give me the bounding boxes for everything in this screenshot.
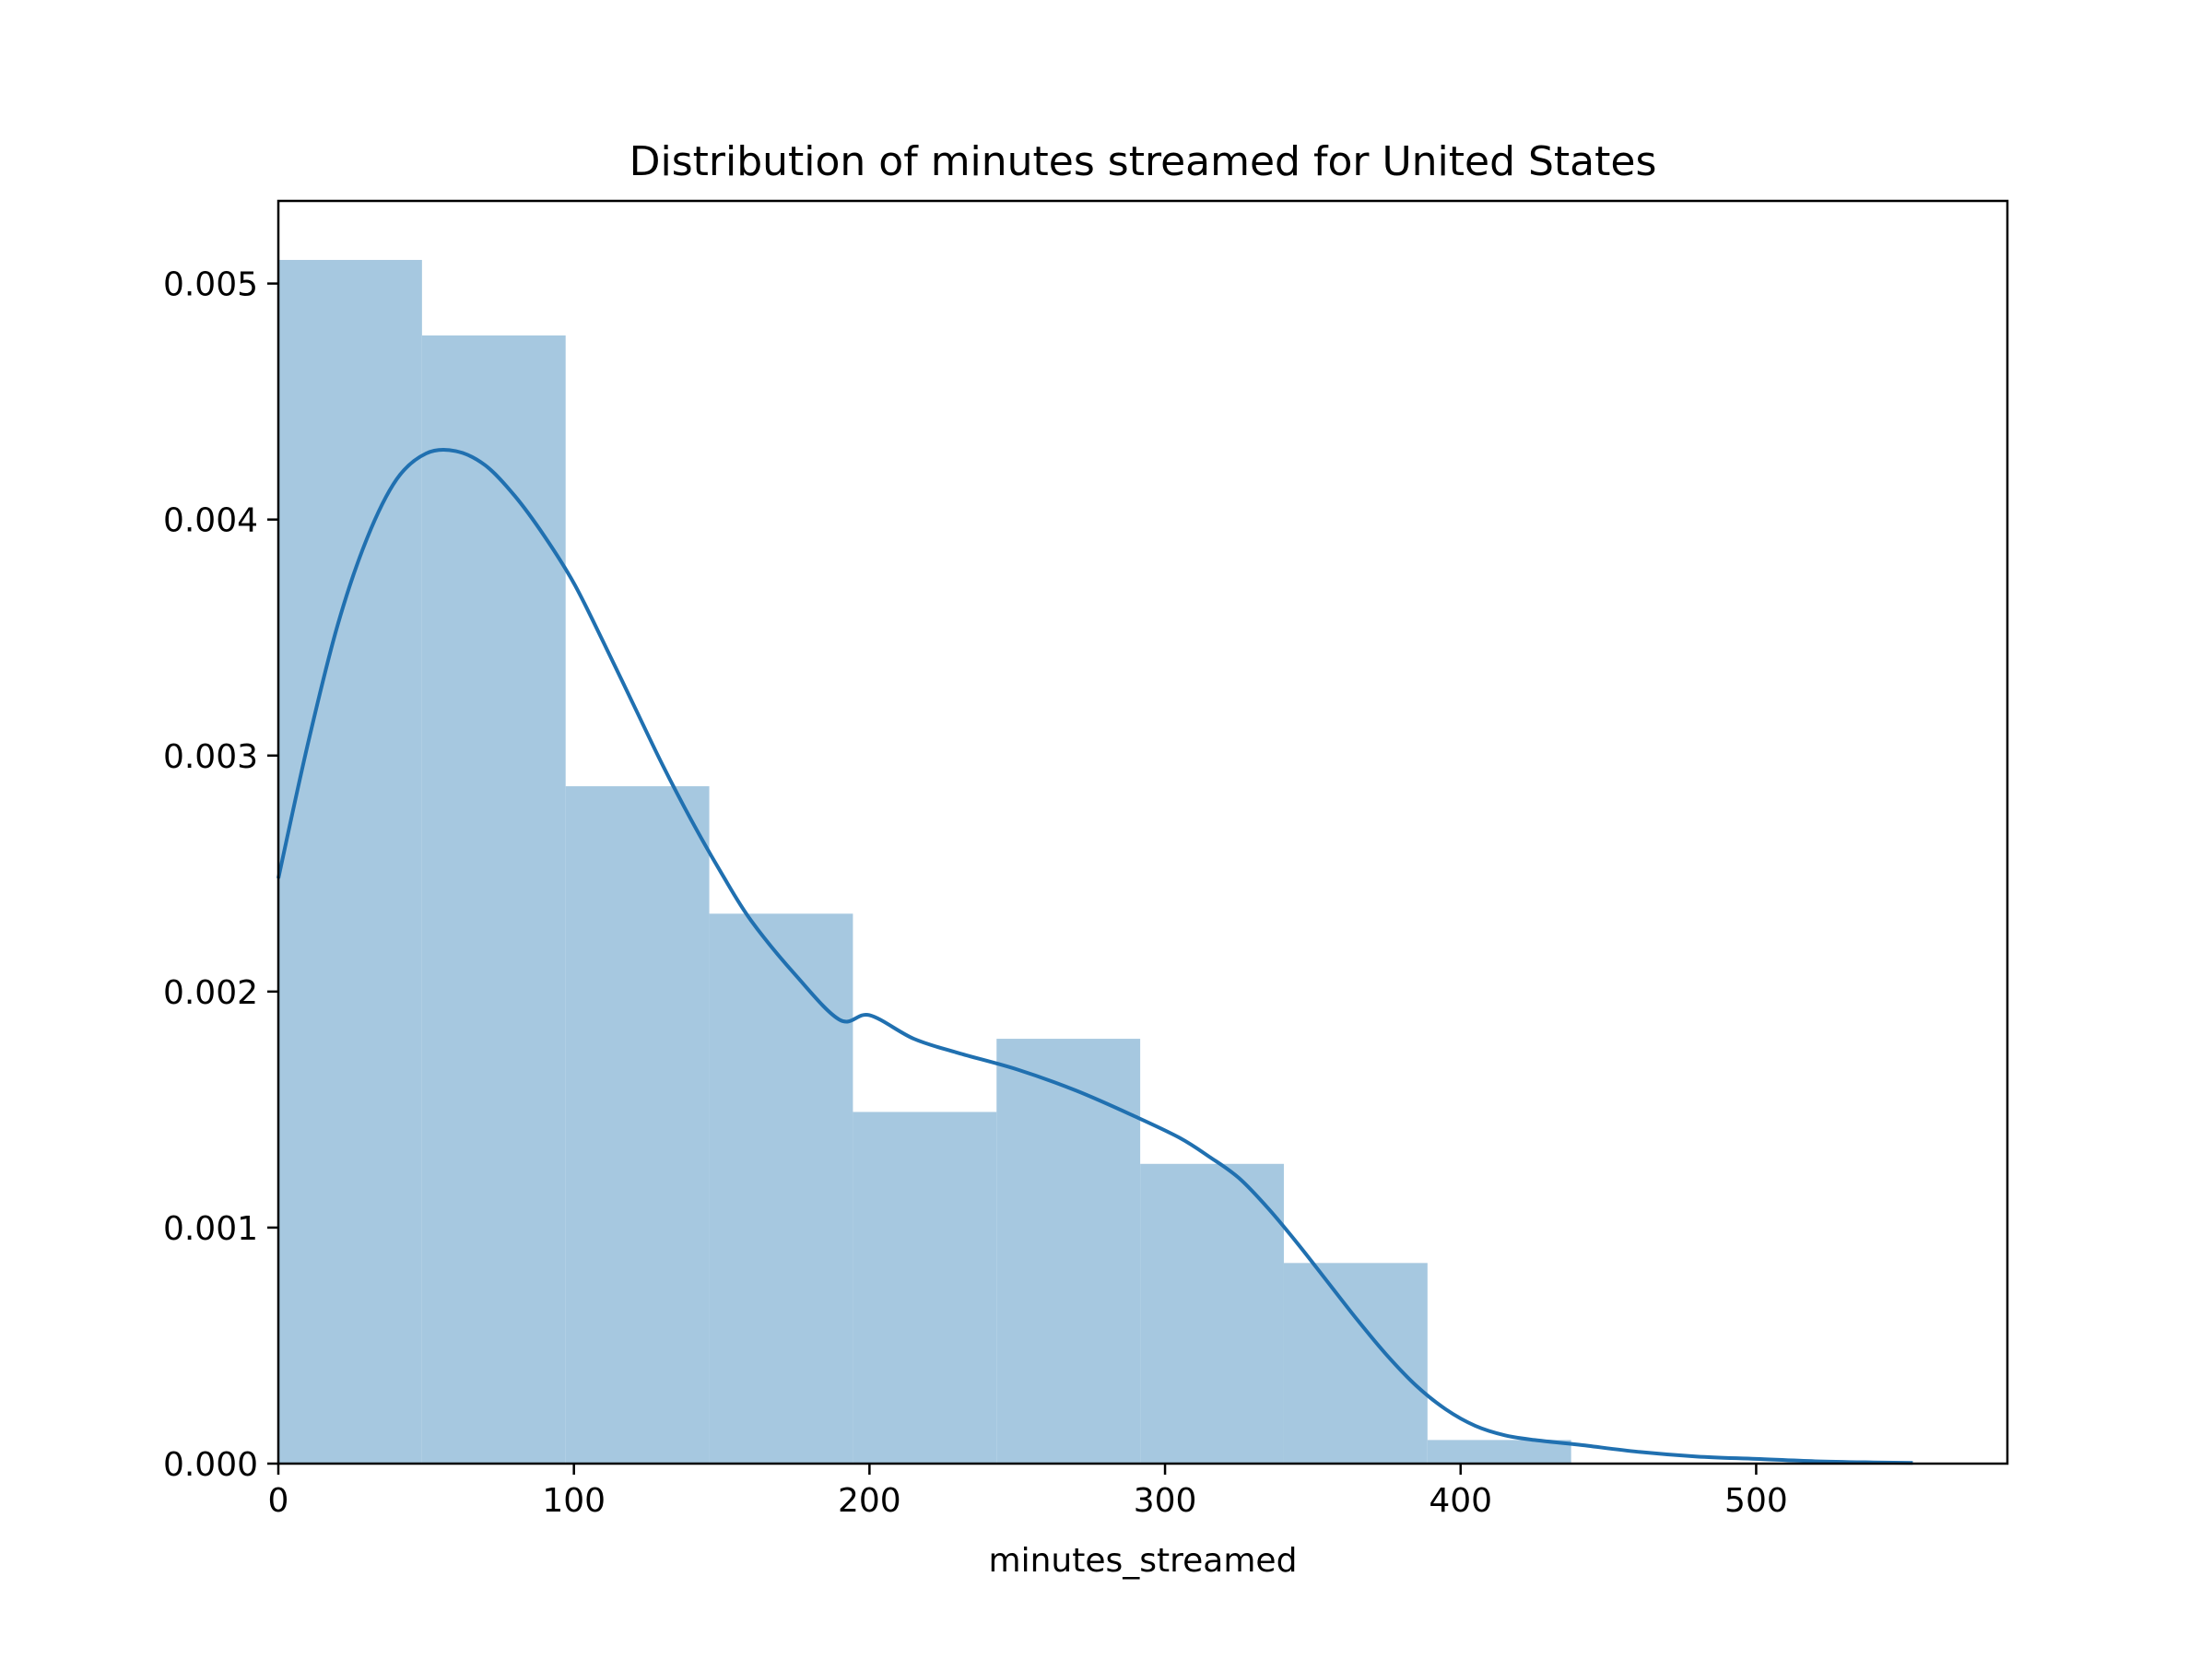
- histogram-bar: [1427, 1440, 1571, 1464]
- histogram-bar: [278, 260, 422, 1464]
- x-axis-ticks: 0 100 200 300 400 500: [268, 1464, 1788, 1520]
- chart-title: Distribution of minutes streamed for Uni…: [629, 138, 1657, 185]
- x-tick-label: 300: [1134, 1482, 1197, 1520]
- histogram-bar: [709, 913, 853, 1464]
- x-tick-label: 0: [268, 1482, 289, 1520]
- histogram-bar: [1283, 1263, 1428, 1464]
- x-tick-label: 500: [1724, 1482, 1788, 1520]
- plot-frame: [276, 199, 2009, 1465]
- histogram-bar: [853, 1112, 997, 1464]
- histogram-bar: [1140, 1163, 1284, 1464]
- x-tick-label: 400: [1429, 1482, 1492, 1520]
- kde-curve: [276, 447, 1913, 1465]
- x-tick-label: 100: [542, 1482, 606, 1520]
- y-tick-label: 0.005: [163, 266, 258, 304]
- histogram-bars: [278, 260, 1571, 1464]
- y-tick-label: 0.002: [163, 974, 258, 1012]
- x-tick-label: 200: [838, 1482, 901, 1520]
- y-tick-label: 0.000: [163, 1446, 258, 1484]
- y-tick-label: 0.004: [163, 502, 258, 540]
- x-axis-label: minutes_streamed: [989, 1542, 1298, 1580]
- histogram-bar: [421, 335, 566, 1464]
- y-axis-ticks: 0.000 0.001 0.002 0.003 0.004 0.005: [163, 266, 278, 1484]
- y-tick-label: 0.001: [163, 1210, 258, 1248]
- histogram-bar: [996, 1039, 1141, 1464]
- y-tick-label: 0.003: [163, 738, 258, 776]
- histogram-bar: [565, 786, 710, 1464]
